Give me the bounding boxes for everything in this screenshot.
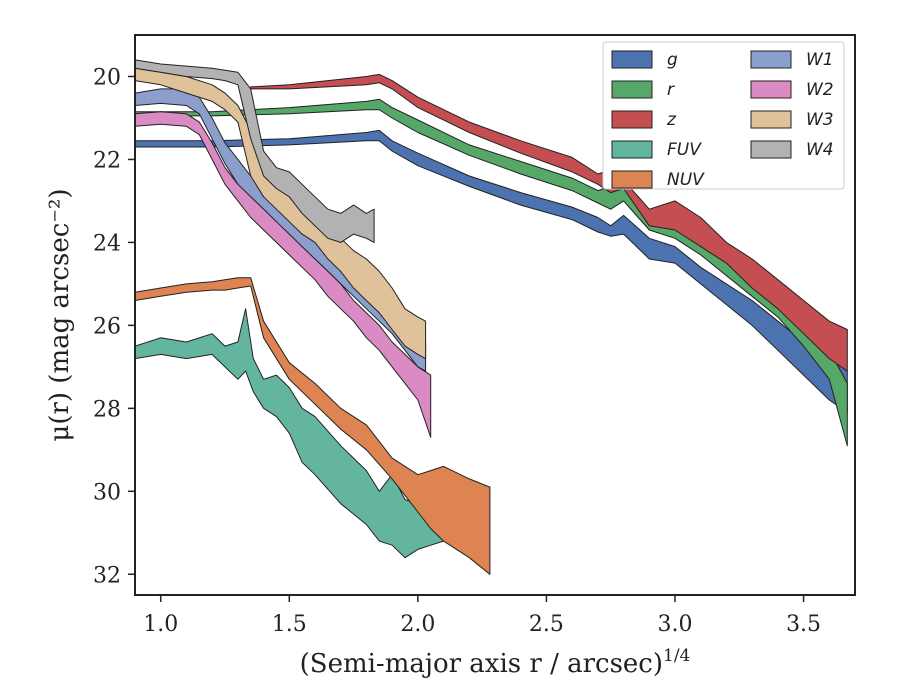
legend-label-w4: W4: [806, 140, 834, 160]
band-z: [250, 73, 848, 372]
x-axis: 1.0 1.5 2.0 2.5 3.0 3.5: [143, 595, 821, 637]
legend-swatch-nuv: [611, 170, 653, 189]
band-w2: [135, 111, 432, 438]
x-tick-label: 3.0: [658, 612, 693, 637]
legend-label-z: z: [666, 110, 677, 130]
x-tick-label: 2.0: [400, 612, 435, 637]
plot-frame: [134, 34, 856, 596]
x-axis-label: (Semi-major axis r / arcsec)1/4: [300, 646, 691, 679]
legend-swatch-w2: [750, 80, 792, 99]
legend-label-fuv: FUV: [667, 140, 702, 160]
legend-label-g: g: [667, 50, 678, 70]
x-tick-label: 3.5: [786, 612, 821, 637]
legend-swatch-w4: [750, 140, 792, 159]
legend-label-nuv: NUV: [667, 170, 705, 190]
y-tick-label: 28: [93, 397, 121, 422]
legend-label-r: r: [667, 80, 675, 100]
legend-label-w1: W1: [806, 50, 834, 70]
x-tick-label: 1.0: [143, 612, 178, 637]
band-nuv: [135, 277, 491, 575]
band-w4: [135, 59, 375, 243]
y-tick-label: 20: [93, 65, 121, 90]
y-tick-label: 26: [93, 314, 121, 339]
y-tick-label: 24: [93, 231, 121, 256]
legend-label-w3: W3: [806, 110, 834, 130]
legend-swatch-w3: [750, 110, 792, 129]
legend: grz FUV NUV W1 W2 W3 W4: [602, 41, 845, 190]
legend-swatch-fuv: [611, 140, 653, 159]
legend-swatch-g: [611, 50, 653, 69]
y-tick-label: 32: [93, 563, 121, 588]
y-tick-label: 22: [93, 148, 121, 173]
y-axis-label: μ(r) (mag arcsec⁻²): [45, 188, 75, 441]
legend-swatch-w1: [750, 50, 792, 69]
plot-area: [135, 59, 848, 575]
legend-swatch-z: [611, 110, 653, 129]
y-tick-label: 30: [93, 480, 121, 505]
y-axis: 20 22 24 26 28 30 32: [93, 65, 135, 588]
x-tick-label: 2.5: [529, 612, 564, 637]
legend-label-w2: W2: [806, 80, 834, 100]
x-axis-label-exponent: 1/4: [663, 646, 690, 666]
band-r: [135, 98, 848, 447]
legend-swatch-r: [611, 80, 653, 99]
x-tick-label: 1.5: [272, 612, 307, 637]
